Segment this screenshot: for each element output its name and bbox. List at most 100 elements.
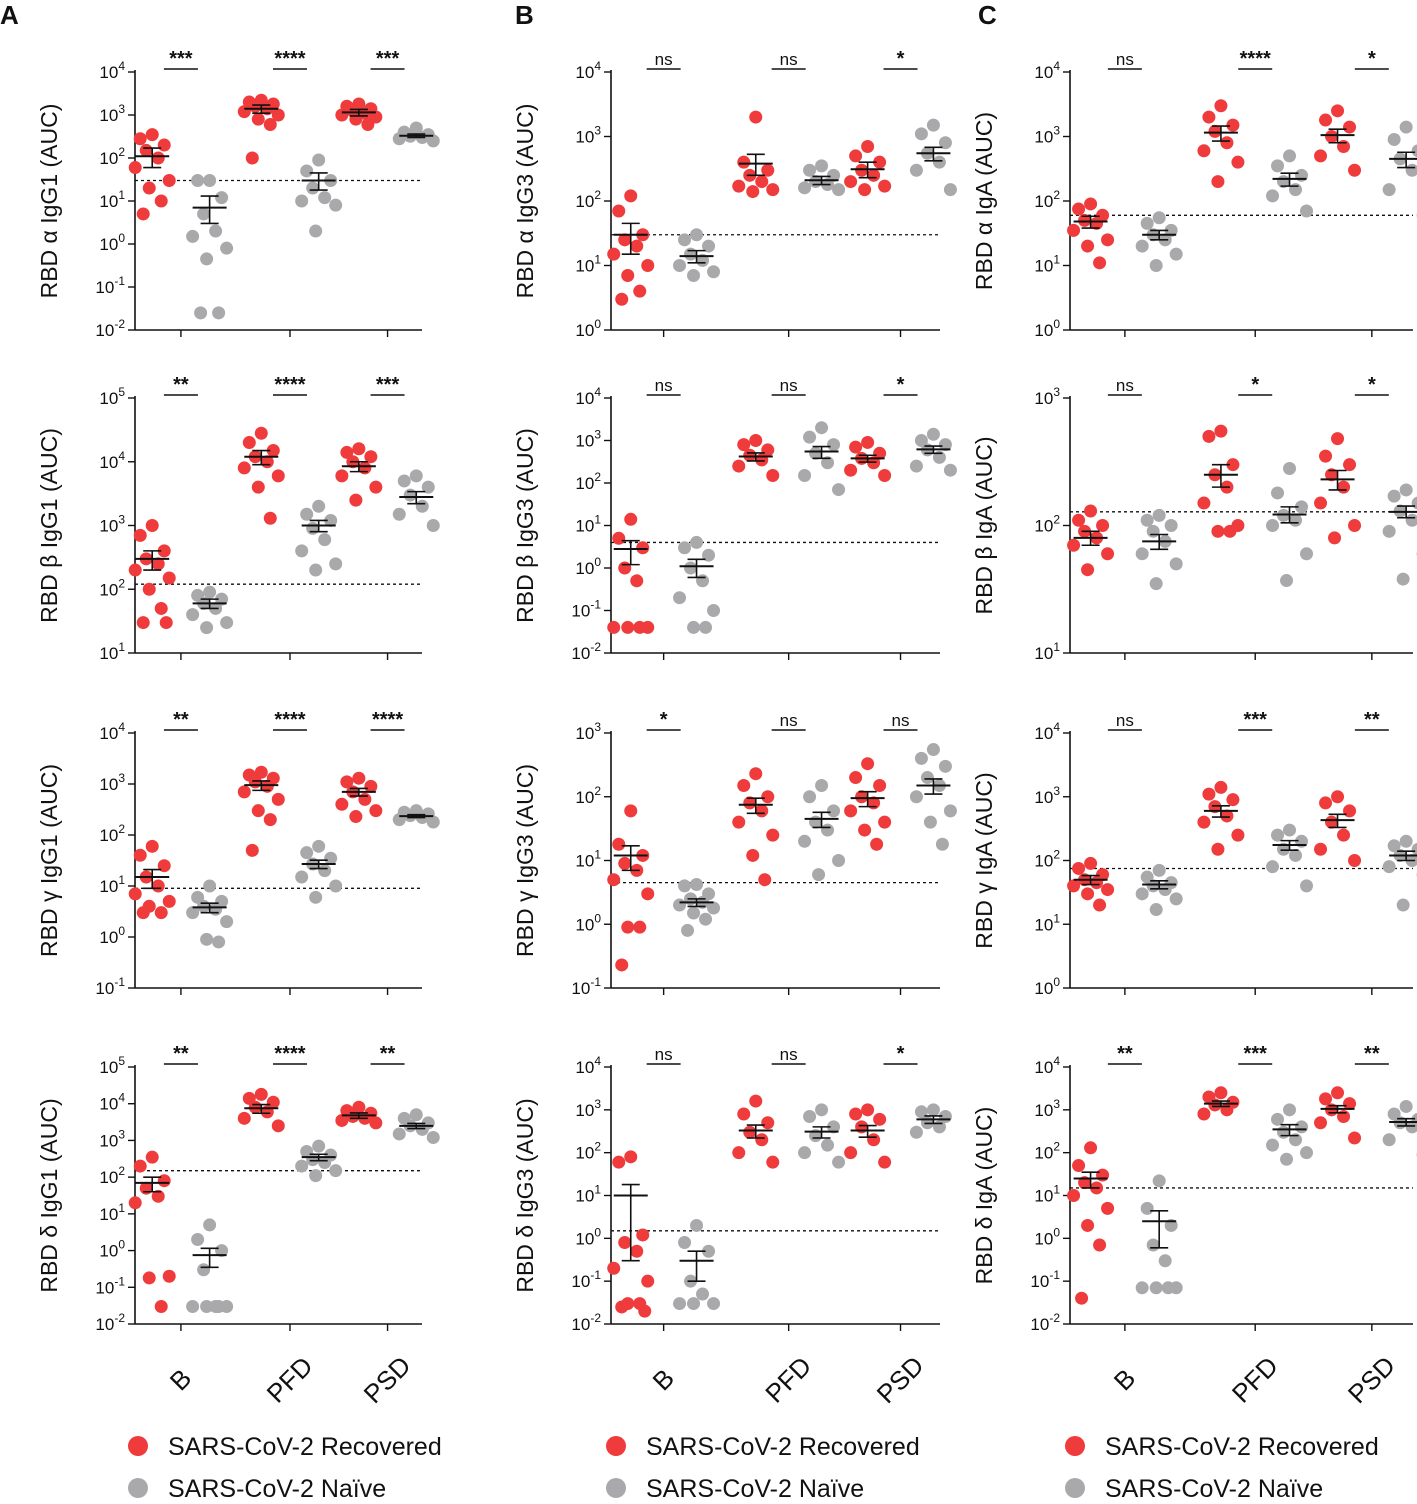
recovered-point bbox=[143, 583, 156, 596]
naive-point bbox=[1280, 574, 1293, 587]
naive-point bbox=[1383, 183, 1396, 196]
naive-point bbox=[798, 469, 811, 482]
significance-label: *** bbox=[1244, 1043, 1268, 1065]
recovered-point bbox=[755, 453, 768, 466]
recovered-point bbox=[607, 1262, 620, 1275]
recovered-point bbox=[743, 449, 756, 462]
naive-point bbox=[427, 815, 440, 828]
recovered-point bbox=[743, 1126, 756, 1139]
recovered-point bbox=[155, 1300, 168, 1313]
recovered-point bbox=[1202, 788, 1215, 801]
naive-point bbox=[300, 164, 313, 177]
naive-point bbox=[681, 924, 694, 937]
naive-point bbox=[673, 899, 686, 912]
recovered-swatch bbox=[606, 1436, 626, 1456]
recovered-point bbox=[1337, 481, 1350, 494]
recovered-point bbox=[146, 519, 159, 532]
recovered-point bbox=[624, 189, 637, 202]
naive-swatch bbox=[606, 1478, 626, 1498]
naive-point bbox=[197, 1263, 210, 1276]
recovered-point bbox=[612, 204, 625, 217]
recovered-point bbox=[1343, 804, 1356, 817]
recovered-point bbox=[1081, 1219, 1094, 1232]
significance-label: ns bbox=[780, 711, 798, 730]
x-tick-label: B bbox=[647, 1363, 680, 1396]
naive-point bbox=[1136, 240, 1149, 253]
significance-label: ** bbox=[380, 1043, 396, 1065]
panel-letter-c: C bbox=[978, 0, 997, 30]
significance-label: **** bbox=[1240, 48, 1271, 70]
naive-point bbox=[1271, 1113, 1284, 1126]
significance-label: * bbox=[897, 48, 905, 70]
naive-point bbox=[295, 195, 308, 208]
recovered-point bbox=[849, 1107, 862, 1120]
recovered-point bbox=[255, 427, 268, 440]
naive-point bbox=[832, 183, 845, 196]
recovered-point bbox=[1096, 519, 1109, 532]
y-tick-label: 10-2 bbox=[571, 640, 601, 663]
y-axis-label: RBD α IgG3 (AUC) bbox=[512, 104, 538, 299]
recovered-point bbox=[238, 1112, 251, 1125]
y-tick-label: 104 bbox=[575, 1054, 601, 1077]
recovered-point bbox=[238, 785, 251, 798]
naive-point bbox=[1283, 824, 1296, 837]
y-tick-label: 103 bbox=[99, 771, 125, 794]
significance-label: **** bbox=[372, 709, 403, 731]
naive-point bbox=[197, 900, 210, 913]
y-tick-label: 100 bbox=[575, 1225, 601, 1248]
recovered-point bbox=[607, 248, 620, 261]
recovered-point bbox=[1214, 99, 1227, 112]
recovered-point bbox=[1202, 430, 1215, 443]
recovered-point bbox=[143, 182, 156, 195]
y-axis-label: RBD β IgA (AUC) bbox=[971, 436, 997, 614]
naive-point bbox=[707, 901, 720, 914]
recovered-point bbox=[129, 564, 142, 577]
naive-point bbox=[1388, 490, 1401, 503]
significance-label: ns bbox=[892, 711, 910, 730]
recovered-point bbox=[246, 152, 259, 165]
naive-point bbox=[318, 533, 331, 546]
naive-point bbox=[910, 790, 923, 803]
recovered-point bbox=[335, 109, 348, 122]
naive-point bbox=[306, 182, 319, 195]
recovered-point bbox=[758, 873, 771, 886]
recovered-point bbox=[749, 111, 762, 124]
recovered-point bbox=[1231, 156, 1244, 169]
significance-label: **** bbox=[274, 48, 305, 70]
recovered-point bbox=[749, 434, 762, 447]
naive-point bbox=[1165, 519, 1178, 532]
recovered-point bbox=[1214, 425, 1227, 438]
recovered-point bbox=[1211, 525, 1224, 538]
naive-point bbox=[690, 536, 703, 549]
naive-point bbox=[1266, 860, 1279, 873]
y-tick-label: 101 bbox=[575, 253, 601, 276]
significance-label: ns bbox=[780, 1045, 798, 1064]
recovered-point bbox=[249, 1101, 262, 1114]
naive-point bbox=[687, 621, 700, 634]
significance-label: * bbox=[660, 709, 668, 731]
naive-point bbox=[1412, 144, 1417, 157]
naive-point bbox=[687, 907, 700, 920]
naive-point bbox=[803, 1110, 816, 1123]
y-axis-label: RBD γ IgG1 (AUC) bbox=[36, 764, 62, 957]
naive-point bbox=[329, 199, 342, 212]
naive-point bbox=[910, 460, 923, 473]
recovered-point bbox=[1220, 136, 1233, 149]
recovered-point bbox=[1084, 857, 1097, 870]
naive-point bbox=[827, 438, 840, 451]
recovered-swatch bbox=[1065, 1436, 1085, 1456]
naive-point bbox=[1397, 899, 1410, 912]
naive-point bbox=[410, 469, 423, 482]
recovered-point bbox=[1319, 114, 1332, 127]
recovered-point bbox=[1197, 144, 1210, 157]
y-tick-label: 103 bbox=[1034, 784, 1060, 807]
legend-label-naive: SARS-CoV-2 Naïve bbox=[646, 1475, 864, 1504]
naive-point bbox=[1383, 860, 1396, 873]
recovered-point bbox=[761, 790, 774, 803]
naive-point bbox=[927, 428, 940, 441]
naive-point bbox=[1141, 217, 1154, 230]
recovered-point bbox=[1093, 899, 1106, 912]
